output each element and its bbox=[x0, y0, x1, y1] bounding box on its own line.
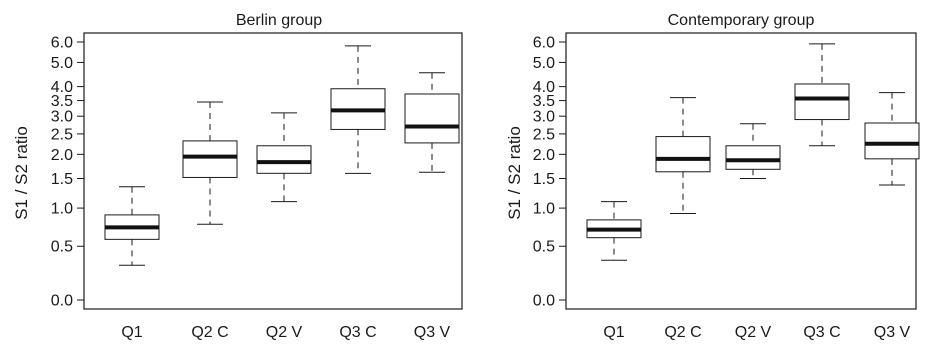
plot-frame bbox=[565, 32, 917, 310]
y-tick-label: 4.0 bbox=[533, 79, 555, 96]
y-tick-label: 3.5 bbox=[51, 93, 73, 110]
box-4 bbox=[404, 72, 460, 173]
y-tick-label: 0.0 bbox=[533, 293, 555, 310]
y-axis-label: S1 / S2 ratio bbox=[505, 126, 524, 220]
chart-title: Contemporary group bbox=[668, 12, 815, 29]
x-tick-label: Q3 C bbox=[339, 324, 376, 341]
y-tick-label: 1.0 bbox=[51, 201, 73, 218]
y-tick-label: 1.5 bbox=[51, 171, 73, 188]
y-tick-label: 2.5 bbox=[51, 126, 73, 143]
iqr-box bbox=[182, 140, 238, 178]
x-tick-label: Q3 C bbox=[803, 324, 840, 341]
y-tick-label: 0.5 bbox=[51, 239, 73, 256]
y-tick-label: 2.0 bbox=[51, 147, 73, 164]
x-tick-label: Q2 V bbox=[735, 324, 772, 341]
x-tick-label: Q3 V bbox=[414, 324, 451, 341]
y-axis-label: S1 / S2 ratio bbox=[12, 126, 31, 220]
iqr-box bbox=[864, 122, 920, 160]
x-tick-label: Q1 bbox=[603, 324, 624, 341]
x-tick-label: Q2 C bbox=[191, 324, 228, 341]
iqr-box bbox=[404, 93, 460, 144]
x-tick-label: Q3 V bbox=[874, 324, 911, 341]
box-2 bbox=[256, 112, 312, 203]
y-tick-label: 1.5 bbox=[533, 171, 555, 188]
y-tick-label: 3.0 bbox=[533, 109, 555, 126]
y-tick-label: 5.0 bbox=[533, 55, 555, 72]
box-4 bbox=[864, 92, 920, 186]
y-tick-label: 3.0 bbox=[51, 109, 73, 126]
box-3 bbox=[330, 45, 386, 174]
box-2 bbox=[725, 123, 781, 180]
y-tick-label: 2.5 bbox=[533, 126, 555, 143]
contemporary-group-panel: Contemporary group S1 / S2 ratio 0.0 0.5 1… bbox=[505, 12, 920, 341]
x-tick-label: Q2 C bbox=[664, 324, 701, 341]
y-tick-label: 6.0 bbox=[533, 35, 555, 52]
y-tick-label: 1.0 bbox=[533, 201, 555, 218]
iqr-box bbox=[655, 136, 711, 173]
x-tick-label: Q1 bbox=[121, 324, 142, 341]
box-1 bbox=[182, 101, 238, 225]
y-tick-label: 0.5 bbox=[533, 239, 555, 256]
y-tick-label: 4.0 bbox=[51, 79, 73, 96]
iqr-box bbox=[256, 145, 312, 174]
iqr-box bbox=[725, 145, 781, 170]
y-tick-label: 0.0 bbox=[51, 293, 73, 310]
y-tick-label: 2.0 bbox=[533, 147, 555, 164]
x-tick-label: Q2 V bbox=[266, 324, 303, 341]
chart-title: Berlin group bbox=[236, 12, 322, 29]
box-3 bbox=[794, 43, 850, 147]
y-tick-label: 5.0 bbox=[51, 55, 73, 72]
iqr-box bbox=[794, 83, 850, 121]
berlin-group-panel: Berlin group S1 / S2 ratio 0.0 0.5 1.0 1.5 2… bbox=[12, 12, 463, 341]
box-1 bbox=[655, 97, 711, 215]
y-tick-label: 3.5 bbox=[533, 93, 555, 110]
box-0 bbox=[104, 186, 160, 266]
plot-frame bbox=[83, 32, 463, 310]
y-tick-label: 6.0 bbox=[51, 35, 73, 52]
box-0 bbox=[586, 201, 642, 261]
